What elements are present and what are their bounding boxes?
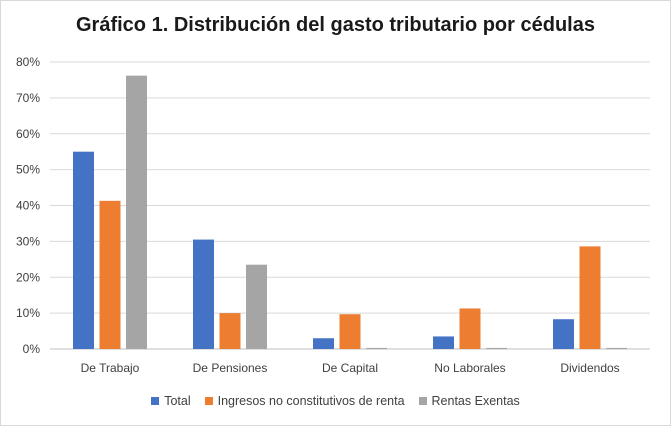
bar — [579, 246, 601, 349]
legend-swatch — [418, 397, 427, 405]
bar — [486, 347, 507, 349]
legend-item: Rentas Exentas — [418, 394, 520, 408]
legend-item: Total — [151, 394, 191, 408]
gridlines — [50, 61, 650, 350]
bar — [126, 75, 147, 349]
bar — [366, 347, 387, 349]
x-tick-label: De Pensiones — [193, 361, 268, 375]
y-tick-label: 60% — [16, 127, 40, 141]
x-tick-label: De Capital — [322, 361, 378, 375]
bar — [73, 151, 94, 349]
legend-item: Ingresos no constitutivos de renta — [204, 394, 405, 408]
y-tick-label: 70% — [16, 91, 40, 105]
bar — [339, 314, 361, 349]
chart-title: Gráfico 1. Distribución del gasto tribut… — [76, 14, 595, 36]
legend-label: Rentas Exentas — [431, 394, 520, 408]
x-axis-ticks: De Trabajo De Pensiones De Capital No Labor… — [81, 361, 620, 375]
legend-swatch — [204, 397, 213, 405]
x-tick-label: No Laborales — [434, 361, 505, 375]
y-axis-ticks: 0% 10% 20% 30% 40% 50% 60% 70% 80% — [16, 55, 40, 356]
legend-label: Ingresos no constitutivos de renta — [217, 394, 405, 408]
x-tick-label: Dividendos — [560, 361, 619, 375]
y-tick-label: 50% — [16, 163, 40, 177]
legend-label: Total — [164, 394, 191, 408]
bar — [246, 264, 267, 349]
y-tick-label: 30% — [16, 234, 40, 248]
bars — [73, 75, 627, 349]
y-tick-label: 80% — [16, 55, 40, 69]
y-tick-label: 0% — [23, 342, 41, 356]
bar — [193, 239, 214, 349]
bar — [606, 347, 627, 349]
legend-swatch — [151, 397, 160, 405]
bar — [433, 336, 454, 349]
bar — [313, 338, 334, 349]
bar — [99, 200, 121, 349]
bar — [553, 319, 574, 349]
y-tick-label: 20% — [16, 270, 40, 284]
x-tick-label: De Trabajo — [81, 361, 140, 375]
bar — [219, 313, 241, 349]
y-tick-label: 10% — [16, 306, 40, 320]
bar — [459, 308, 481, 349]
y-tick-label: 40% — [16, 199, 40, 213]
legend: Total Ingresos no constitutivos de renta R… — [0, 394, 671, 408]
